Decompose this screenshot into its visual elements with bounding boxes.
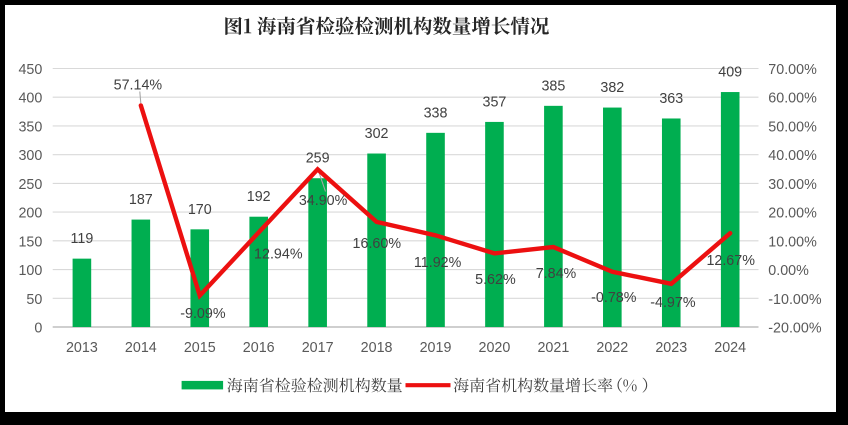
svg-text:302: 302	[365, 126, 389, 142]
svg-text:10.00%: 10.00%	[768, 234, 817, 250]
svg-text:450: 450	[18, 62, 42, 78]
svg-text:30.00%: 30.00%	[768, 177, 817, 193]
svg-text:250: 250	[18, 177, 42, 193]
svg-text:2023: 2023	[655, 340, 687, 356]
svg-text:34.90%: 34.90%	[299, 193, 348, 209]
svg-text:2013: 2013	[66, 340, 98, 356]
svg-text:-20.00%: -20.00%	[768, 321, 822, 337]
svg-text:0.00%: 0.00%	[768, 263, 809, 279]
svg-text:2015: 2015	[184, 340, 216, 356]
svg-text:50.00%: 50.00%	[768, 119, 817, 135]
svg-text:187: 187	[129, 192, 153, 208]
svg-text:170: 170	[188, 202, 212, 218]
svg-text:2019: 2019	[420, 340, 452, 356]
svg-text:409: 409	[718, 65, 742, 81]
svg-text:385: 385	[541, 78, 565, 94]
svg-text:7.84%: 7.84%	[536, 266, 577, 282]
svg-text:60.00%: 60.00%	[768, 91, 817, 107]
svg-text:16.60%: 16.60%	[353, 236, 402, 252]
svg-text:12.94%: 12.94%	[254, 247, 303, 263]
svg-text:2014: 2014	[125, 340, 157, 356]
svg-text:12.67%: 12.67%	[706, 253, 755, 269]
svg-text:259: 259	[306, 151, 330, 167]
svg-text:300: 300	[18, 148, 42, 164]
svg-text:363: 363	[659, 91, 683, 107]
svg-text:200: 200	[18, 206, 42, 222]
svg-text:2022: 2022	[596, 340, 628, 356]
svg-text:70.00%: 70.00%	[768, 62, 817, 78]
svg-text:150: 150	[18, 234, 42, 250]
svg-text:2020: 2020	[479, 340, 511, 356]
svg-text:400: 400	[18, 91, 42, 107]
svg-text:-10.00%: -10.00%	[768, 292, 822, 308]
svg-text:338: 338	[424, 105, 448, 121]
svg-text:2021: 2021	[537, 340, 569, 356]
svg-text:2018: 2018	[361, 340, 393, 356]
svg-text:2016: 2016	[243, 340, 275, 356]
svg-text:11.92%: 11.92%	[414, 255, 462, 271]
svg-text:57.14%: 57.14%	[114, 78, 163, 94]
svg-text:5.62%: 5.62%	[475, 272, 516, 288]
svg-text:50: 50	[26, 292, 42, 308]
svg-text:100: 100	[18, 263, 42, 279]
svg-text:20.00%: 20.00%	[768, 206, 817, 222]
svg-text:-9.09%: -9.09%	[180, 306, 226, 322]
svg-text:40.00%: 40.00%	[768, 148, 817, 164]
svg-text:-0.78%: -0.78%	[591, 290, 637, 306]
svg-text:357: 357	[483, 94, 507, 110]
svg-text:2017: 2017	[302, 340, 334, 356]
svg-text:0: 0	[34, 321, 42, 337]
svg-text:192: 192	[247, 189, 271, 205]
svg-text:-4.97%: -4.97%	[650, 295, 696, 311]
svg-text:119: 119	[71, 231, 94, 247]
svg-text:382: 382	[600, 80, 624, 96]
svg-text:2024: 2024	[714, 340, 746, 356]
svg-text:350: 350	[18, 119, 42, 135]
